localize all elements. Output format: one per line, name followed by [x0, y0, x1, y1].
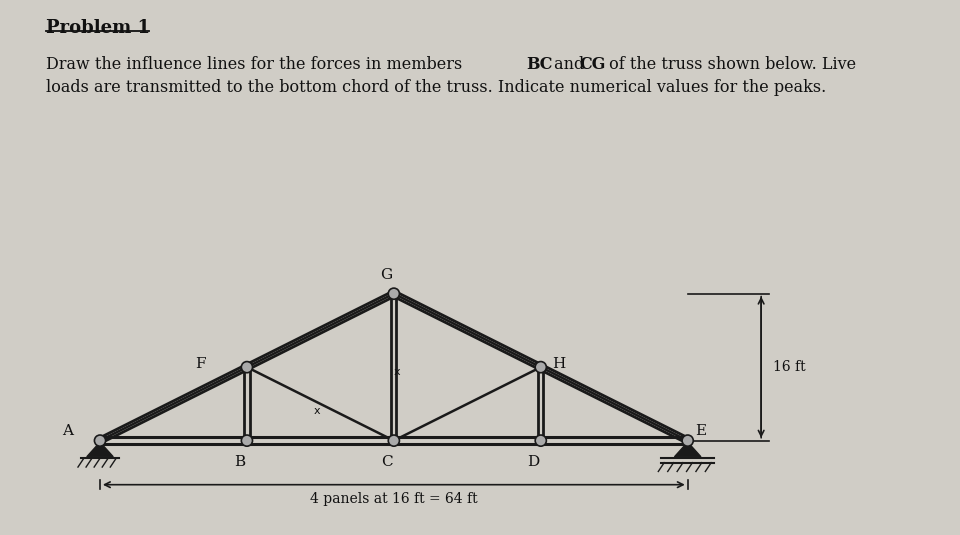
- Polygon shape: [86, 442, 113, 457]
- Circle shape: [94, 435, 106, 446]
- Circle shape: [535, 362, 546, 373]
- Text: C: C: [381, 455, 393, 469]
- Circle shape: [241, 435, 252, 446]
- Circle shape: [683, 435, 693, 446]
- Text: 4 panels at 16 ft = 64 ft: 4 panels at 16 ft = 64 ft: [310, 492, 478, 506]
- Polygon shape: [675, 442, 701, 457]
- Text: of the truss shown below. Live: of the truss shown below. Live: [604, 56, 856, 73]
- Text: loads are transmitted to the bottom chord of the truss. Indicate numerical value: loads are transmitted to the bottom chor…: [46, 79, 827, 96]
- Text: B: B: [234, 455, 245, 469]
- Text: Draw the influence lines for the forces in members: Draw the influence lines for the forces …: [46, 56, 468, 73]
- Text: BC: BC: [526, 56, 553, 73]
- Circle shape: [388, 435, 399, 446]
- Text: E: E: [695, 424, 707, 438]
- Text: Problem 1: Problem 1: [46, 19, 150, 37]
- Text: x: x: [314, 406, 321, 416]
- Text: CG: CG: [580, 56, 606, 73]
- Text: 16 ft: 16 ft: [773, 360, 805, 374]
- Circle shape: [241, 362, 252, 373]
- Circle shape: [388, 288, 399, 299]
- Text: D: D: [527, 455, 540, 469]
- Text: A: A: [62, 424, 74, 438]
- Text: G: G: [380, 268, 393, 282]
- Circle shape: [535, 435, 546, 446]
- Text: x: x: [394, 366, 400, 377]
- Text: and: and: [549, 56, 589, 73]
- Text: F: F: [195, 357, 205, 371]
- Text: H: H: [553, 357, 565, 371]
